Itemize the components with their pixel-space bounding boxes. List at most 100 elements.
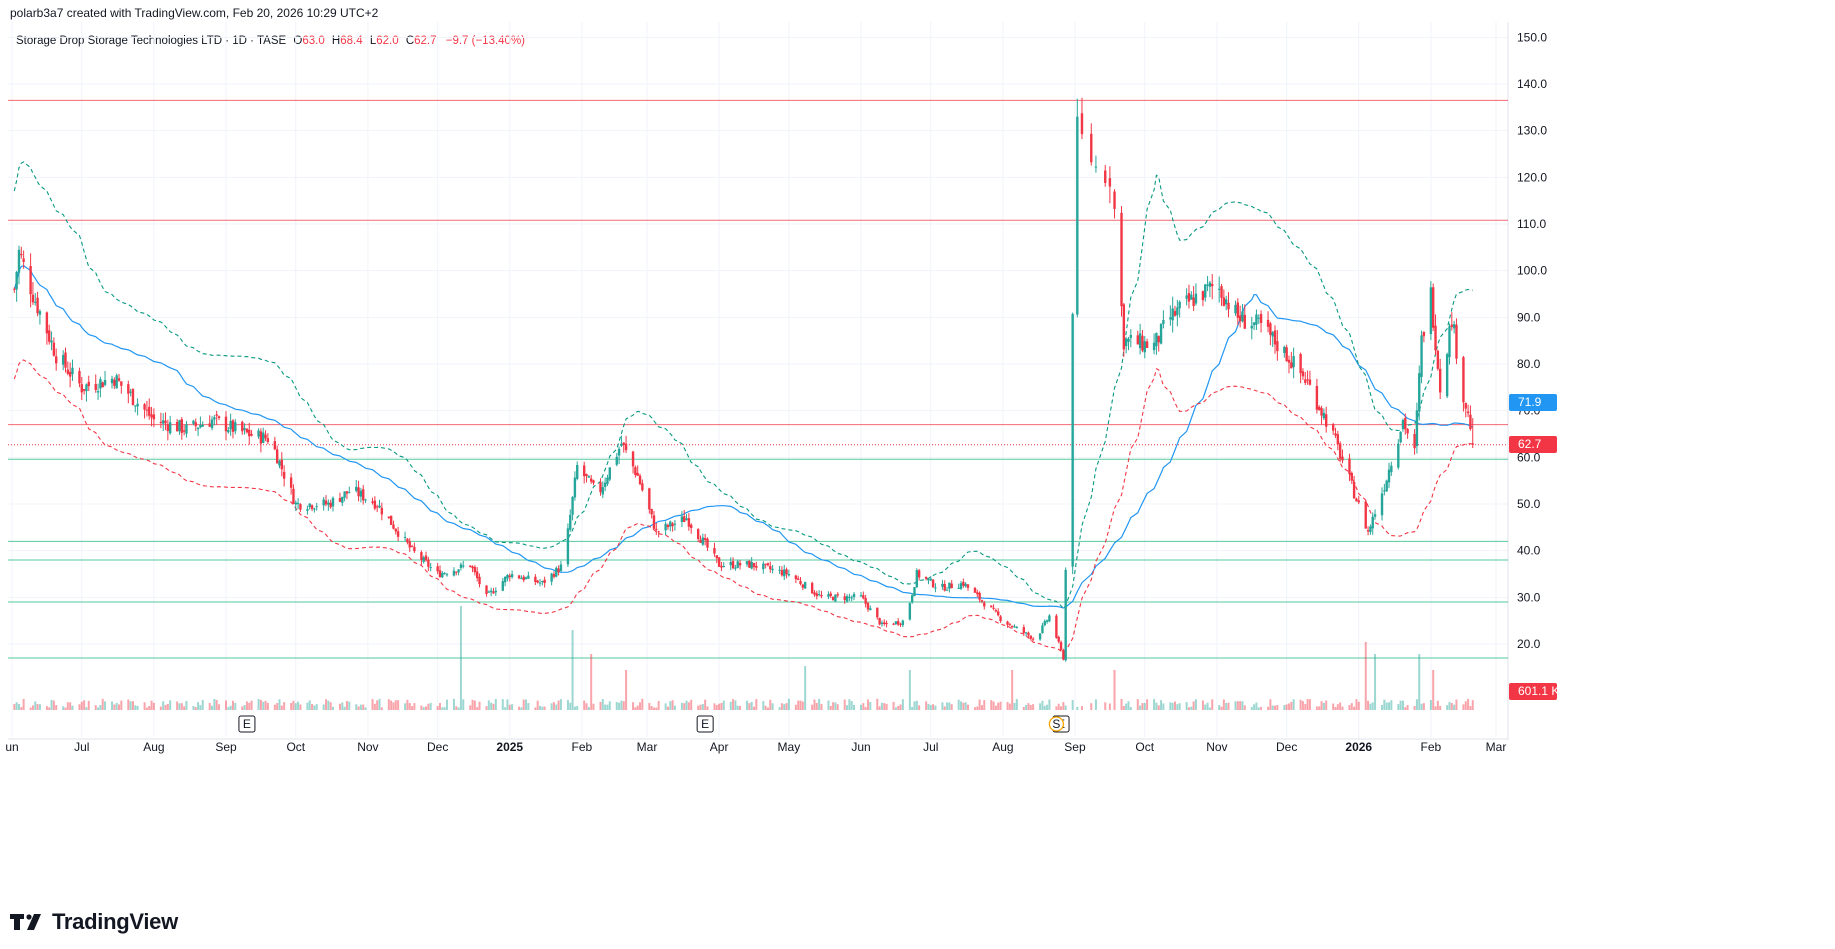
high-value: 68.4	[340, 35, 363, 47]
volume-bar	[136, 705, 139, 710]
volume-bar	[639, 702, 642, 710]
candle-body	[1390, 465, 1393, 473]
volume-bar	[1129, 707, 1132, 710]
volume-bar	[413, 703, 416, 710]
candle-body	[478, 576, 481, 585]
candle-body	[159, 421, 163, 423]
candle-body	[583, 465, 586, 477]
candle-body	[20, 253, 23, 256]
candle-body	[1306, 379, 1309, 381]
candle-body	[161, 420, 165, 424]
candle-body	[227, 430, 230, 433]
volume-bar	[1413, 705, 1416, 710]
candle-body	[592, 480, 595, 483]
candle-body	[1120, 212, 1123, 307]
candle-body	[324, 500, 328, 505]
volume-bar	[815, 702, 818, 710]
volume-bar	[162, 701, 165, 710]
candle-body	[66, 369, 70, 374]
volume-bar	[632, 702, 635, 710]
time-tick-label: 2026	[1345, 740, 1372, 754]
volume-bar	[1185, 702, 1188, 710]
volume-bar	[990, 700, 993, 710]
volume-bar	[964, 702, 967, 710]
volume-bar	[599, 701, 602, 710]
candle-body	[876, 607, 879, 618]
candle-body	[471, 566, 474, 569]
brand[interactable]: TradingView	[10, 908, 178, 936]
volume-bar	[508, 704, 511, 710]
volume-bar	[1039, 703, 1042, 710]
volume-bar	[248, 702, 251, 710]
volume-bar	[960, 701, 963, 710]
candle-body	[652, 515, 656, 529]
candle-body	[436, 566, 439, 572]
volume-bar	[908, 670, 911, 710]
candle-body	[801, 584, 805, 588]
candle-body	[257, 430, 260, 437]
candle-body	[1387, 469, 1391, 483]
candle-body	[52, 342, 56, 356]
candle-body	[1201, 291, 1205, 301]
volume-bar	[197, 702, 200, 710]
candle-body	[576, 465, 579, 479]
volume-bar	[266, 702, 269, 710]
volume-bar	[494, 699, 497, 710]
volume-bar	[901, 699, 904, 710]
candle-body	[913, 587, 916, 597]
volume-bar	[362, 704, 365, 710]
volume-bar	[973, 707, 976, 710]
volume-bar	[45, 706, 48, 710]
candle-body	[410, 546, 414, 548]
volume-bar	[422, 707, 425, 710]
candle-body	[850, 597, 853, 599]
candle-body	[248, 429, 251, 437]
candle-body	[503, 576, 507, 583]
volume-bar	[234, 702, 237, 710]
volume-bar	[411, 706, 414, 710]
volume-bar	[457, 707, 460, 710]
candle-body	[1136, 335, 1139, 345]
volume-bar	[753, 706, 755, 710]
candle-body	[622, 442, 625, 445]
candle-body	[1141, 335, 1144, 351]
candle-body	[755, 565, 758, 568]
volume-bar	[929, 705, 932, 710]
volume-bar	[536, 700, 539, 710]
candle-body	[387, 516, 391, 518]
candle-body	[192, 420, 195, 424]
volume-bar	[1043, 705, 1046, 710]
candle-body	[1266, 319, 1270, 327]
volume-bar	[878, 706, 881, 710]
candle-body	[362, 489, 365, 501]
candle-body	[217, 416, 221, 419]
volume-bar	[950, 704, 953, 710]
split-marker-label: S	[1052, 717, 1060, 731]
candle-body	[634, 467, 637, 476]
candle-body	[666, 524, 670, 528]
volume-bar	[1420, 703, 1423, 710]
candle-body	[978, 592, 981, 600]
ma-value-badge-bg	[1509, 394, 1557, 411]
volume-bar	[143, 702, 146, 710]
volume-bar	[1194, 699, 1197, 710]
volume-bar	[338, 703, 341, 710]
volume-bar	[99, 705, 102, 710]
volume-bar	[1464, 701, 1467, 710]
candle-body	[699, 539, 702, 543]
volume-bar	[327, 700, 330, 710]
volume-bar	[131, 701, 134, 710]
candle-body	[201, 424, 204, 427]
volume-bar	[1422, 703, 1425, 710]
candle-body	[396, 531, 400, 537]
candle-body	[1338, 443, 1342, 459]
time-tick-label: Jun	[851, 740, 870, 754]
price-tick-label: 40.0	[1517, 544, 1541, 558]
candle-body	[899, 623, 902, 625]
candle-body	[520, 578, 523, 580]
candle-body	[1399, 431, 1402, 443]
volume-bar	[729, 701, 732, 710]
candle-body	[555, 567, 558, 577]
volume-bar	[571, 630, 574, 710]
